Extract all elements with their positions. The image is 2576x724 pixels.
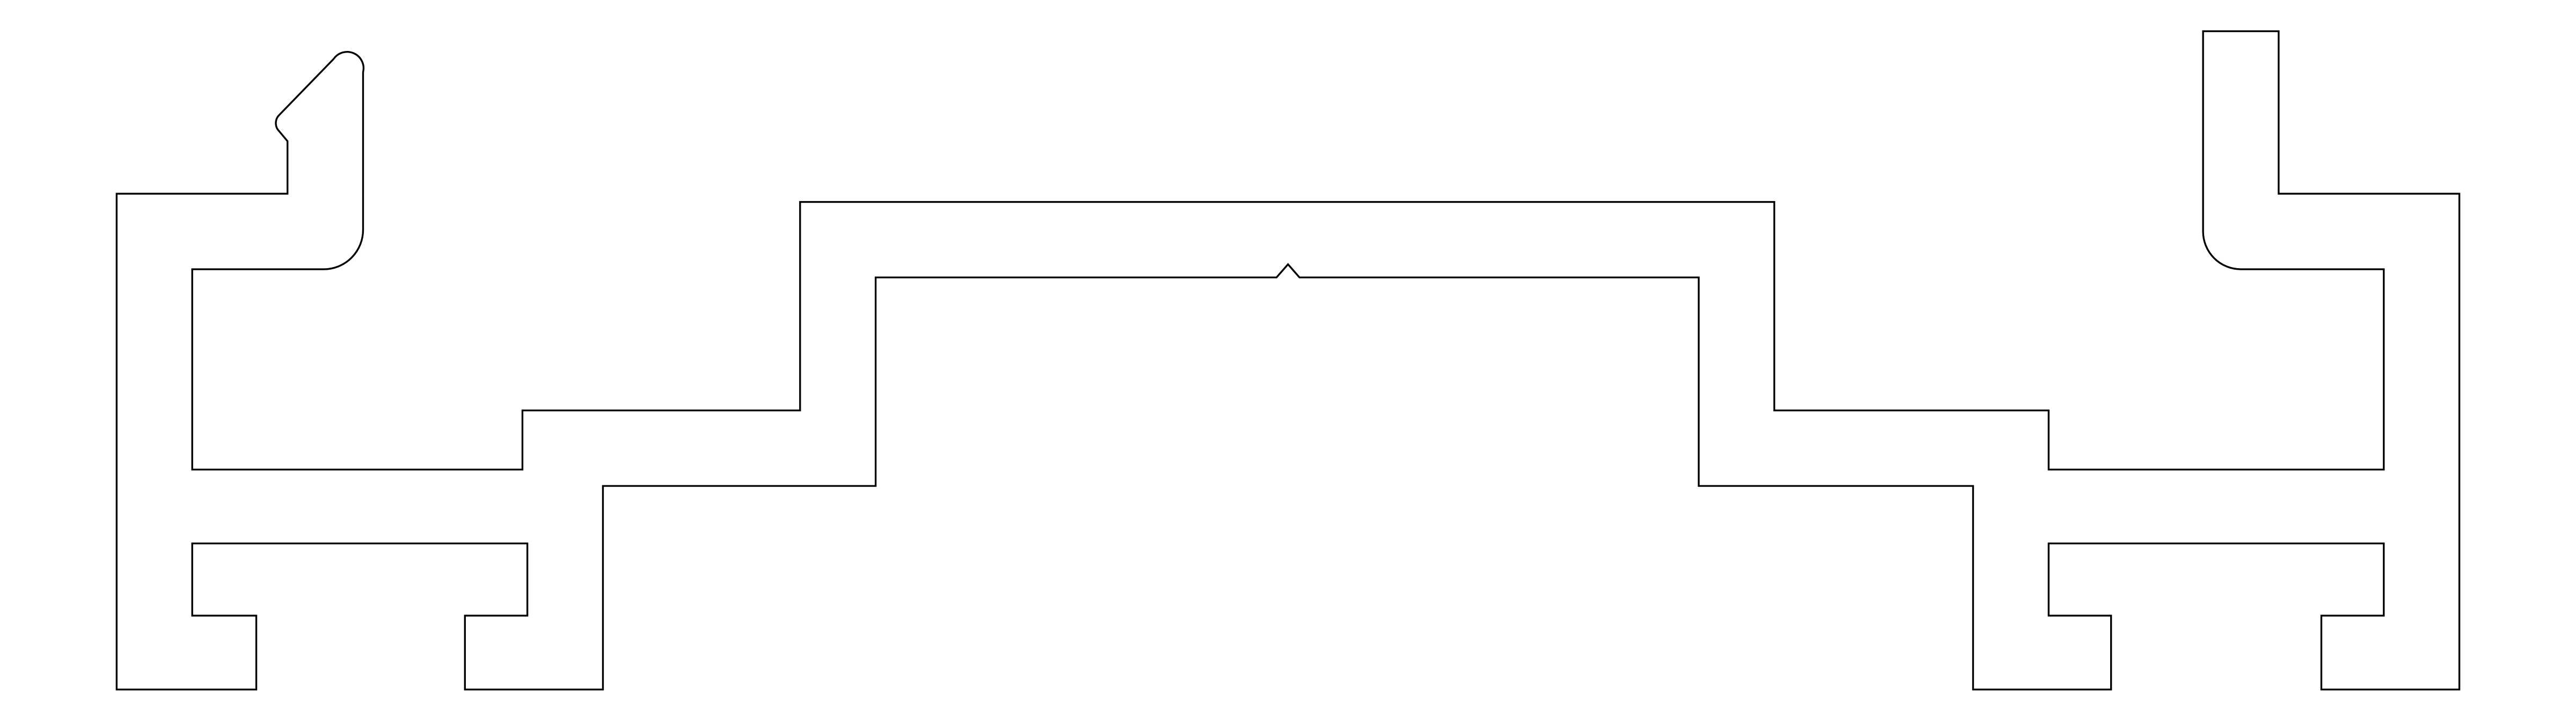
profile-outline <box>115 30 2461 691</box>
